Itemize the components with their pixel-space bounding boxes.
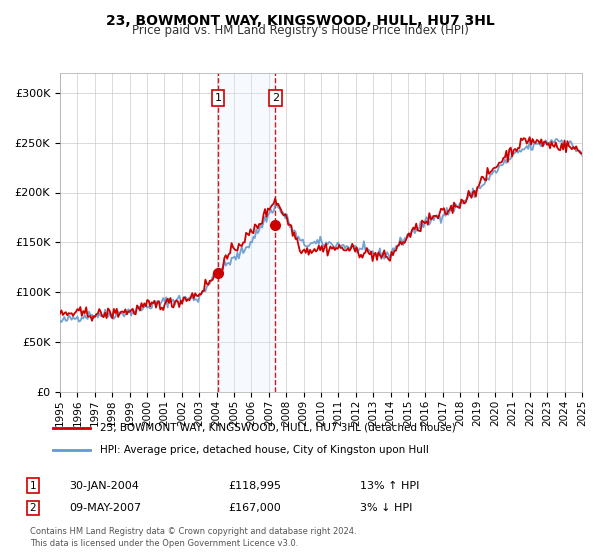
Text: £118,995: £118,995: [228, 480, 281, 491]
Text: Contains HM Land Registry data © Crown copyright and database right 2024.: Contains HM Land Registry data © Crown c…: [30, 527, 356, 536]
Text: 23, BOWMONT WAY, KINGSWOOD, HULL, HU7 3HL: 23, BOWMONT WAY, KINGSWOOD, HULL, HU7 3H…: [106, 14, 494, 28]
Text: Price paid vs. HM Land Registry's House Price Index (HPI): Price paid vs. HM Land Registry's House …: [131, 24, 469, 37]
Text: This data is licensed under the Open Government Licence v3.0.: This data is licensed under the Open Gov…: [30, 539, 298, 548]
Text: 09-MAY-2007: 09-MAY-2007: [69, 503, 141, 513]
Text: 1: 1: [214, 93, 221, 102]
Text: 2: 2: [272, 93, 279, 102]
Text: £167,000: £167,000: [228, 503, 281, 513]
Bar: [218, 73, 275, 392]
Text: 3% ↓ HPI: 3% ↓ HPI: [360, 503, 412, 513]
Text: 1: 1: [29, 480, 37, 491]
Text: 2: 2: [29, 503, 37, 513]
Text: 30-JAN-2004: 30-JAN-2004: [69, 480, 139, 491]
Text: 23, BOWMONT WAY, KINGSWOOD, HULL, HU7 3HL (detached house): 23, BOWMONT WAY, KINGSWOOD, HULL, HU7 3H…: [100, 423, 456, 433]
Text: 13% ↑ HPI: 13% ↑ HPI: [360, 480, 419, 491]
Text: HPI: Average price, detached house, City of Kingston upon Hull: HPI: Average price, detached house, City…: [100, 445, 429, 455]
